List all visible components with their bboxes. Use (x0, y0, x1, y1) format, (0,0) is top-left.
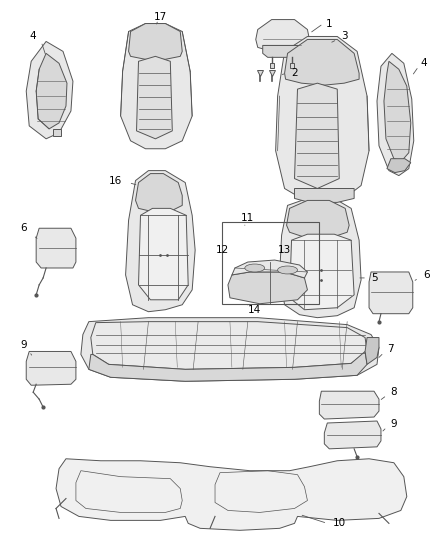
Polygon shape (53, 129, 61, 136)
Polygon shape (290, 63, 293, 68)
Polygon shape (26, 351, 76, 385)
Text: 11: 11 (241, 213, 254, 223)
Polygon shape (129, 23, 182, 59)
Polygon shape (285, 39, 359, 85)
Text: 3: 3 (341, 31, 347, 42)
Polygon shape (279, 198, 361, 318)
Polygon shape (377, 53, 414, 175)
Text: 7: 7 (388, 344, 394, 354)
Text: 12: 12 (215, 245, 229, 255)
Polygon shape (137, 56, 172, 139)
Polygon shape (290, 234, 354, 310)
Text: 13: 13 (278, 245, 291, 255)
Polygon shape (256, 20, 309, 51)
Text: 16: 16 (109, 175, 122, 185)
Polygon shape (138, 208, 188, 300)
Bar (222, 222, 319, 304)
Text: 4: 4 (420, 58, 427, 68)
Polygon shape (286, 200, 349, 238)
Polygon shape (120, 23, 192, 149)
Text: 8: 8 (391, 387, 397, 397)
Text: 5: 5 (371, 273, 377, 283)
Ellipse shape (278, 266, 297, 274)
Text: 6: 6 (20, 223, 27, 233)
Polygon shape (135, 174, 182, 212)
Polygon shape (126, 171, 195, 312)
Polygon shape (56, 459, 407, 530)
Text: 1: 1 (326, 19, 332, 29)
Polygon shape (384, 61, 411, 160)
Polygon shape (294, 189, 354, 203)
Polygon shape (294, 83, 339, 189)
Polygon shape (81, 318, 379, 381)
Polygon shape (91, 321, 367, 369)
Text: 6: 6 (424, 270, 430, 280)
Text: 17: 17 (154, 12, 167, 22)
Polygon shape (228, 272, 307, 304)
Text: 4: 4 (30, 31, 36, 42)
Polygon shape (263, 45, 301, 58)
Text: 2: 2 (291, 68, 298, 78)
Polygon shape (89, 351, 367, 381)
Polygon shape (232, 260, 307, 278)
Polygon shape (36, 53, 67, 129)
Polygon shape (26, 42, 73, 139)
Text: 10: 10 (333, 519, 346, 528)
Polygon shape (365, 337, 379, 365)
Polygon shape (276, 36, 369, 200)
Polygon shape (319, 391, 379, 419)
Text: 9: 9 (20, 340, 27, 350)
Text: 9: 9 (391, 419, 397, 429)
Polygon shape (36, 228, 76, 268)
Polygon shape (387, 159, 411, 173)
Ellipse shape (245, 264, 265, 272)
Polygon shape (324, 421, 381, 449)
Polygon shape (270, 63, 274, 68)
Polygon shape (369, 272, 413, 314)
Text: 14: 14 (248, 305, 261, 314)
